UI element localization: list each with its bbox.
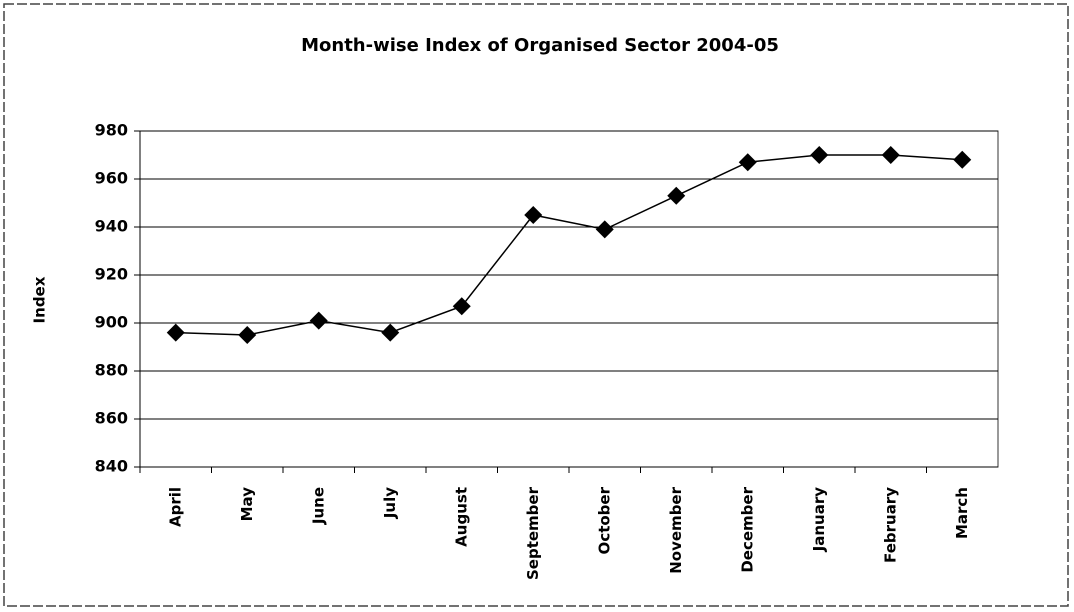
y-tick-label: 900	[95, 313, 128, 332]
plot-area	[139, 130, 999, 468]
marker	[953, 150, 972, 169]
x-tick-label: April	[166, 487, 184, 527]
chart-title: Month-wise Index of Organised Sector 200…	[301, 35, 779, 56]
y-tick-label: 980	[95, 121, 128, 140]
x-tick-label: January	[810, 487, 828, 553]
x-tick-label: September	[524, 486, 542, 580]
marker	[524, 206, 543, 224]
y-tick-label: 920	[95, 265, 128, 284]
marker	[810, 146, 829, 164]
y-axis-label: Index	[31, 276, 49, 323]
x-tick-label: August	[452, 487, 470, 547]
marker	[452, 297, 471, 316]
x-tick-label: October	[595, 486, 613, 554]
y-tick-label: 960	[95, 169, 128, 188]
x-tick-label: May	[238, 487, 256, 522]
marker	[881, 146, 900, 164]
x-tick-label: March	[953, 487, 971, 539]
marker	[595, 220, 614, 239]
marker	[381, 323, 400, 342]
marker	[309, 311, 328, 330]
marker	[166, 323, 185, 342]
y-tick-label: 860	[95, 409, 128, 428]
x-tick-label: December	[738, 486, 756, 572]
x-tick-label: November	[667, 486, 685, 573]
y-tick-label: 840	[95, 457, 128, 476]
y-tick-label: 880	[95, 361, 128, 380]
marker	[238, 326, 257, 344]
marker	[667, 186, 686, 205]
x-tick-label: July	[381, 487, 399, 519]
marker	[738, 153, 757, 172]
series-line	[175, 154, 963, 336]
y-tick-label: 940	[95, 217, 128, 236]
x-tick-label: June	[309, 487, 327, 525]
x-tick-label: February	[881, 487, 899, 563]
